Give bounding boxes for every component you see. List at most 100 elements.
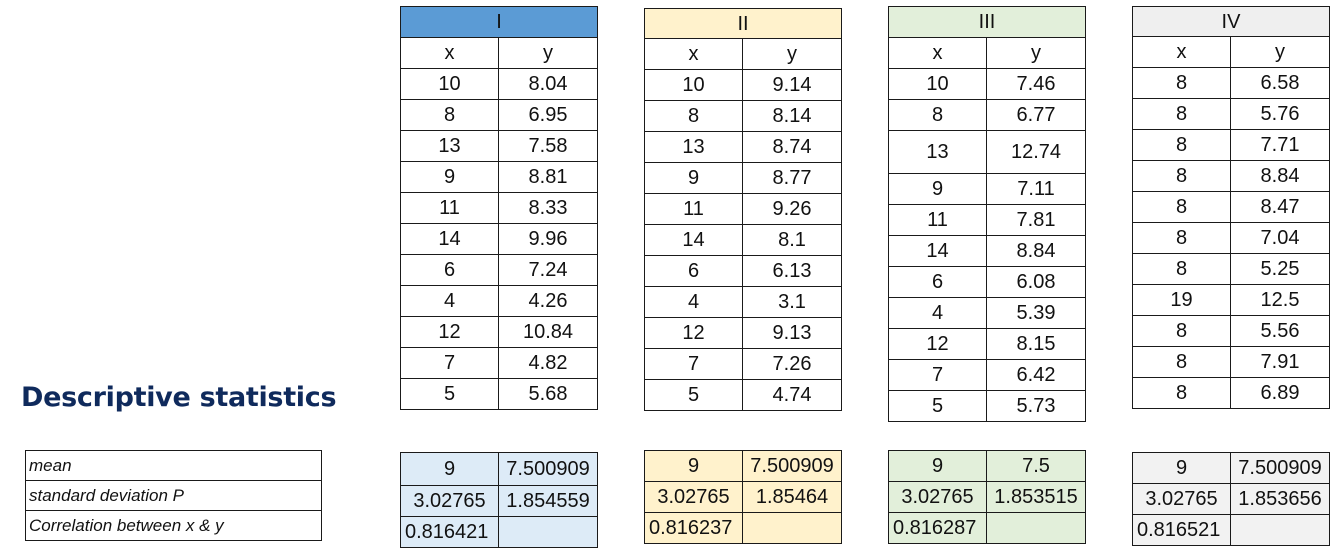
- dataset-iv-cell-y[interactable]: 8.47: [1230, 191, 1330, 223]
- dataset-iv-stat-mean-x[interactable]: 9: [1132, 452, 1231, 484]
- dataset-ii-cell-x[interactable]: 5: [644, 379, 743, 411]
- dataset-iii-cell-x[interactable]: 14: [888, 235, 987, 267]
- dataset-ii-cell-x[interactable]: 12: [644, 317, 743, 349]
- dataset-iv-cell-x[interactable]: 8: [1132, 346, 1231, 378]
- dataset-ii-cell-x[interactable]: 10: [644, 69, 743, 101]
- dataset-iii-cell-y[interactable]: 6.08: [986, 266, 1086, 298]
- dataset-iii-cell-y[interactable]: 7.46: [986, 68, 1086, 100]
- dataset-i-cell-y[interactable]: 5.68: [498, 378, 598, 410]
- dataset-ii-title[interactable]: II: [644, 8, 842, 39]
- dataset-iii-cell-y[interactable]: 8.84: [986, 235, 1086, 267]
- dataset-iv-stat-sd-x[interactable]: 3.02765: [1132, 483, 1231, 515]
- dataset-ii-cell-y[interactable]: 9.13: [742, 317, 842, 349]
- dataset-i-cell-x[interactable]: 12: [400, 316, 499, 348]
- dataset-i-stat-sd-y[interactable]: 1.854559: [498, 485, 598, 517]
- dataset-ii-stat-sd-y[interactable]: 1.85464: [742, 481, 842, 513]
- dataset-iv-stat-correlation[interactable]: 0.816521: [1132, 514, 1231, 546]
- dataset-ii-stat-mean-x[interactable]: 9: [644, 450, 743, 482]
- dataset-i-stat-mean-y[interactable]: 7.500909: [498, 452, 598, 486]
- dataset-iv-cell-x[interactable]: 8: [1132, 315, 1231, 347]
- dataset-iv-stat-sd-y[interactable]: 1.853656: [1230, 483, 1330, 515]
- dataset-iii-stat-mean-x[interactable]: 9: [888, 450, 987, 482]
- dataset-iv-cell-y[interactable]: 5.76: [1230, 98, 1330, 130]
- dataset-iii-title[interactable]: III: [888, 6, 1086, 38]
- dataset-iv-cell-x[interactable]: 8: [1132, 67, 1231, 99]
- dataset-iv-header-x[interactable]: x: [1132, 36, 1231, 68]
- dataset-ii-header-y[interactable]: y: [742, 38, 842, 70]
- dataset-iii-cell-y[interactable]: 5.73: [986, 390, 1086, 422]
- dataset-ii-cell-y[interactable]: 8.14: [742, 100, 842, 132]
- dataset-i-cell-y[interactable]: 8.04: [498, 68, 598, 100]
- dataset-iii-header-y[interactable]: y: [986, 37, 1086, 69]
- dataset-ii-cell-y[interactable]: 4.74: [742, 379, 842, 411]
- dataset-iv-cell-y[interactable]: 7.71: [1230, 129, 1330, 161]
- dataset-ii-cell-x[interactable]: 4: [644, 286, 743, 318]
- dataset-i-cell-y[interactable]: 8.33: [498, 192, 598, 224]
- stat-label-mean[interactable]: mean: [25, 450, 322, 481]
- dataset-iii-cell-x[interactable]: 7: [888, 359, 987, 391]
- dataset-iv-title[interactable]: IV: [1132, 6, 1330, 37]
- dataset-ii-cell-y[interactable]: 3.1: [742, 286, 842, 318]
- dataset-iii-cell-x[interactable]: 4: [888, 297, 987, 329]
- dataset-i-cell-x[interactable]: 13: [400, 130, 499, 162]
- dataset-iv-cell-x[interactable]: 8: [1132, 129, 1231, 161]
- dataset-i-stat-mean-x[interactable]: 9: [400, 452, 499, 486]
- dataset-iii-cell-x[interactable]: 6: [888, 266, 987, 298]
- dataset-iv-cell-y[interactable]: 12.5: [1230, 284, 1330, 316]
- dataset-iv-stat-mean-y[interactable]: 7.500909: [1230, 452, 1330, 484]
- dataset-i-cell-x[interactable]: 14: [400, 223, 499, 255]
- dataset-i-cell-x[interactable]: 5: [400, 378, 499, 410]
- dataset-i-cell-x[interactable]: 8: [400, 99, 499, 131]
- dataset-ii-cell-y[interactable]: 8.1: [742, 224, 842, 256]
- stat-label-correlation[interactable]: Correlation between x & y: [25, 510, 322, 541]
- dataset-iv-cell-y[interactable]: 6.58: [1230, 67, 1330, 99]
- dataset-iii-cell-x[interactable]: 11: [888, 204, 987, 236]
- dataset-i-cell-y[interactable]: 4.82: [498, 347, 598, 379]
- dataset-ii-cell-x[interactable]: 8: [644, 100, 743, 132]
- dataset-iii-cell-y[interactable]: 6.77: [986, 99, 1086, 131]
- dataset-i-cell-x[interactable]: 9: [400, 161, 499, 193]
- dataset-i-cell-x[interactable]: 11: [400, 192, 499, 224]
- dataset-i-header-x[interactable]: x: [400, 37, 499, 69]
- dataset-ii-cell-x[interactable]: 9: [644, 162, 743, 194]
- dataset-i-cell-y[interactable]: 6.95: [498, 99, 598, 131]
- dataset-iii-cell-y[interactable]: 6.42: [986, 359, 1086, 391]
- dataset-iv-cell-y[interactable]: 6.89: [1230, 377, 1330, 409]
- dataset-ii-cell-x[interactable]: 11: [644, 193, 743, 225]
- dataset-ii-cell-x[interactable]: 6: [644, 255, 743, 287]
- dataset-ii-cell-y[interactable]: 9.26: [742, 193, 842, 225]
- dataset-iv-cell-y[interactable]: 7.04: [1230, 222, 1330, 254]
- dataset-iv-cell-x[interactable]: 8: [1132, 191, 1231, 223]
- dataset-iv-cell-x[interactable]: 8: [1132, 98, 1231, 130]
- dataset-i-cell-y[interactable]: 8.81: [498, 161, 598, 193]
- dataset-iv-cell-y[interactable]: 7.91: [1230, 346, 1330, 378]
- dataset-iii-cell-x[interactable]: 5: [888, 390, 987, 422]
- stat-label-sd[interactable]: standard deviation P: [25, 480, 322, 511]
- dataset-iv-header-y[interactable]: y: [1230, 36, 1330, 68]
- dataset-iii-stat-empty[interactable]: [986, 512, 1086, 544]
- dataset-ii-stat-empty[interactable]: [742, 512, 842, 544]
- dataset-i-cell-y[interactable]: 7.58: [498, 130, 598, 162]
- dataset-ii-cell-y[interactable]: 9.14: [742, 69, 842, 101]
- dataset-i-cell-x[interactable]: 10: [400, 68, 499, 100]
- dataset-i-cell-y[interactable]: 7.24: [498, 254, 598, 286]
- dataset-i-cell-x[interactable]: 6: [400, 254, 499, 286]
- dataset-iv-cell-x[interactable]: 8: [1132, 222, 1231, 254]
- dataset-i-cell-y[interactable]: 9.96: [498, 223, 598, 255]
- dataset-iii-stat-correlation[interactable]: 0.816287: [888, 512, 987, 544]
- dataset-iii-stat-sd-x[interactable]: 3.02765: [888, 481, 987, 513]
- dataset-ii-cell-y[interactable]: 8.74: [742, 131, 842, 163]
- dataset-i-stat-empty[interactable]: [498, 516, 598, 548]
- dataset-ii-cell-x[interactable]: 14: [644, 224, 743, 256]
- dataset-i-cell-x[interactable]: 7: [400, 347, 499, 379]
- dataset-i-title[interactable]: I: [400, 6, 598, 38]
- dataset-iii-cell-x[interactable]: 13: [888, 130, 987, 174]
- dataset-iv-cell-x[interactable]: 8: [1132, 253, 1231, 285]
- dataset-iii-cell-x[interactable]: 10: [888, 68, 987, 100]
- dataset-iv-cell-x[interactable]: 8: [1132, 160, 1231, 192]
- dataset-iv-cell-y[interactable]: 8.84: [1230, 160, 1330, 192]
- dataset-iii-cell-y[interactable]: 8.15: [986, 328, 1086, 360]
- dataset-i-stat-sd-x[interactable]: 3.02765: [400, 485, 499, 517]
- dataset-i-header-y[interactable]: y: [498, 37, 598, 69]
- dataset-iii-stat-sd-y[interactable]: 1.853515: [986, 481, 1086, 513]
